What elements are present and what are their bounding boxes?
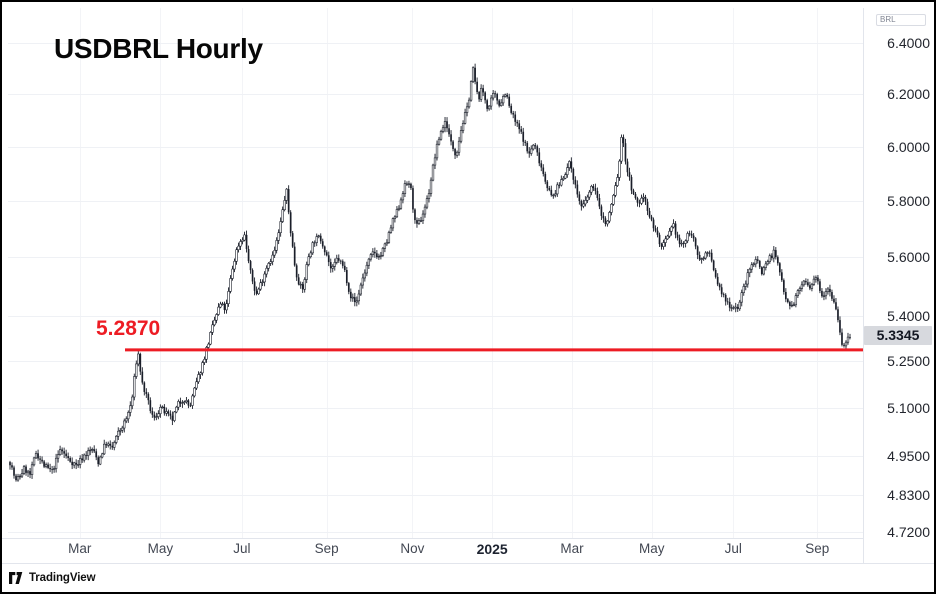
time-tick-label: Jul bbox=[724, 541, 742, 556]
last-price-badge: 5.3345 bbox=[864, 325, 932, 345]
price-tick-label: 5.2500 bbox=[887, 353, 930, 370]
time-tick-label: Sep bbox=[805, 541, 830, 556]
time-tick-label: Mar bbox=[560, 541, 584, 556]
price-tick-label: 5.6000 bbox=[887, 249, 930, 266]
time-tick-label: May bbox=[147, 541, 174, 556]
time-tick-label: Sep bbox=[314, 541, 339, 556]
tradingview-brand-text[interactable]: TradingView bbox=[29, 572, 96, 584]
price-tick-label: 5.1000 bbox=[887, 399, 930, 416]
footer-bar: TradingView bbox=[9, 569, 96, 587]
price-tick-label: 5.4000 bbox=[887, 307, 930, 324]
time-tick-label: Mar bbox=[68, 541, 92, 556]
price-tick-label: 4.8300 bbox=[887, 487, 930, 503]
price-tick-label: 6.0000 bbox=[887, 138, 930, 155]
price-tick-label: 4.9500 bbox=[887, 447, 930, 464]
time-tick-label: 2025 bbox=[476, 541, 508, 557]
price-tick-label: 5.8000 bbox=[887, 193, 930, 210]
chart-title: USDBRL Hourly bbox=[54, 33, 263, 64]
price-tick-label: 6.4000 bbox=[887, 35, 930, 51]
time-tick-label: Nov bbox=[400, 541, 425, 556]
support-level-label: 5.2870 bbox=[96, 317, 161, 340]
currency-badge: BRL bbox=[876, 14, 926, 26]
price-tick-label: 6.2000 bbox=[887, 85, 930, 102]
tradingview-logo-icon[interactable] bbox=[9, 571, 23, 585]
time-tick-label: Jul bbox=[233, 541, 251, 556]
time-tick-label: May bbox=[638, 541, 665, 556]
price-tick-label: 4.7200 bbox=[887, 524, 930, 540]
